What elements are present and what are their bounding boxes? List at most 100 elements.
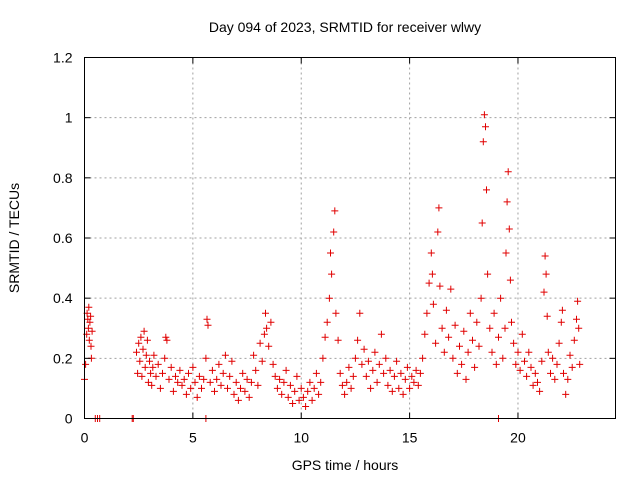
- data-point: [475, 342, 483, 350]
- data-point: [367, 384, 375, 392]
- data-point: [323, 318, 331, 326]
- data-point: [343, 378, 351, 386]
- data-point: [354, 336, 362, 344]
- data-point: [469, 336, 476, 344]
- data-point: [460, 327, 468, 335]
- data-point: [501, 324, 509, 332]
- data-point: [85, 303, 93, 311]
- y-tick-label: 1: [65, 110, 73, 126]
- data-point: [466, 309, 474, 317]
- data-point: [428, 270, 436, 278]
- data-point: [478, 219, 486, 227]
- data-point: [156, 384, 164, 392]
- data-point: [510, 339, 518, 347]
- data-point: [84, 324, 92, 332]
- data-point: [360, 345, 368, 353]
- data-point: [215, 360, 223, 368]
- data-point: [299, 393, 307, 401]
- data-point: [149, 363, 157, 371]
- data-point: [547, 369, 554, 377]
- data-point: [442, 306, 450, 314]
- data-point: [505, 225, 513, 233]
- data-point: [187, 384, 195, 392]
- data-point: [169, 387, 177, 395]
- data-point: [371, 348, 379, 356]
- data-point: [256, 339, 264, 347]
- axis-ticks: 0 5 10 15 20 0 0.2 0.4 0.6 0.8 1 1.2: [53, 50, 616, 446]
- data-point: [549, 354, 557, 362]
- data-point: [406, 384, 414, 392]
- data-point: [451, 321, 459, 329]
- data-point: [195, 372, 203, 380]
- data-point: [488, 348, 496, 356]
- data-point: [529, 381, 537, 389]
- y-axis-label: SRMTID / TECUs: [6, 183, 22, 293]
- data-point: [140, 327, 148, 335]
- data-point: [141, 363, 149, 371]
- data-point: [265, 342, 273, 350]
- data-point: [202, 354, 210, 362]
- data-point: [395, 384, 403, 392]
- data-point: [315, 390, 323, 398]
- data-point: [252, 366, 260, 374]
- data-point: [278, 390, 286, 398]
- data-point: [204, 321, 212, 329]
- data-point: [484, 270, 492, 278]
- data-point: [521, 357, 528, 365]
- data-point: [295, 396, 303, 404]
- data-point: [289, 400, 297, 407]
- data-point: [462, 375, 470, 383]
- data-point: [558, 306, 566, 314]
- data-point: [523, 372, 531, 380]
- data-point: [421, 330, 429, 338]
- data-point: [551, 375, 559, 383]
- data-point: [176, 366, 184, 374]
- data-point: [304, 387, 312, 395]
- data-point: [473, 318, 481, 326]
- data-point: [512, 360, 520, 368]
- data-point: [341, 390, 349, 398]
- data-point: [373, 378, 381, 386]
- data-point: [416, 369, 424, 377]
- data-point: [134, 369, 142, 377]
- y-tick-label: 0: [65, 411, 73, 427]
- data-point: [436, 282, 444, 290]
- y-tick-label: 0.2: [53, 350, 73, 366]
- data-point: [527, 363, 535, 371]
- data-point: [541, 252, 549, 260]
- x-tick-label: 20: [510, 430, 526, 446]
- data-point: [174, 378, 182, 386]
- data-point: [456, 342, 463, 350]
- data-point: [401, 375, 409, 383]
- data-point: [432, 339, 440, 347]
- data-point: [193, 393, 201, 401]
- data-point: [286, 381, 294, 389]
- data-point: [85, 336, 93, 344]
- data-point: [499, 354, 507, 362]
- data-point: [477, 294, 485, 302]
- data-point: [330, 228, 338, 236]
- data-point: [284, 393, 292, 401]
- data-point: [146, 357, 153, 365]
- data-point: [234, 396, 242, 404]
- x-axis-label: GPS time / hours: [292, 457, 399, 473]
- data-point: [189, 363, 197, 371]
- data-point: [486, 324, 494, 332]
- data-point: [263, 324, 271, 332]
- data-point: [137, 333, 145, 341]
- data-point: [334, 336, 342, 344]
- data-point: [87, 312, 95, 320]
- data-point: [82, 360, 90, 368]
- data-point: [338, 381, 346, 389]
- data-point: [332, 309, 340, 317]
- data-point: [377, 330, 385, 338]
- data-point: [566, 351, 574, 359]
- data-point: [356, 309, 364, 317]
- data-point: [506, 276, 514, 284]
- data-point: [557, 318, 565, 326]
- data-point: [267, 318, 275, 326]
- data-point: [219, 369, 227, 377]
- data-point: [412, 366, 420, 374]
- data-point: [271, 372, 279, 380]
- data-point: [534, 378, 541, 386]
